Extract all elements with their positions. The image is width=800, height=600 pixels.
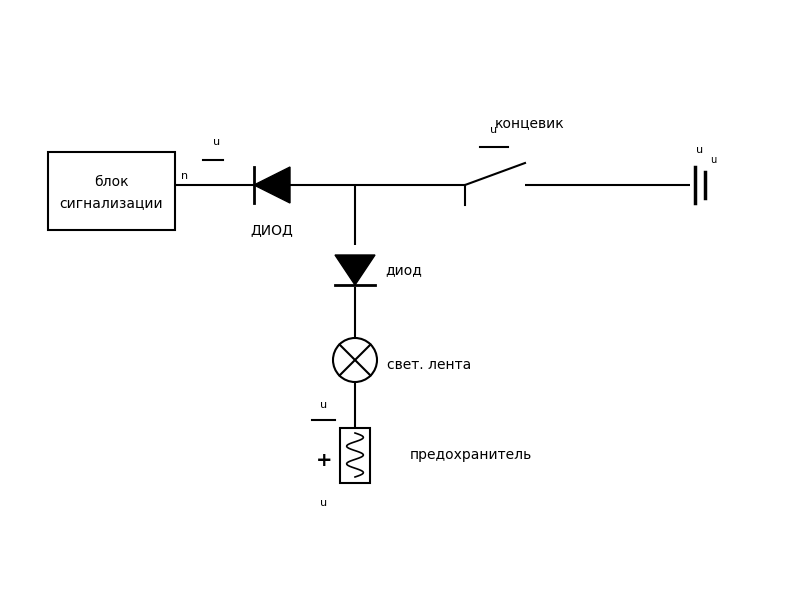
Bar — [48, 152, 175, 230]
Polygon shape — [335, 255, 375, 285]
Text: u: u — [697, 145, 703, 155]
Polygon shape — [254, 167, 290, 203]
Bar — [340, 427, 370, 482]
Text: ДИОД: ДИОД — [250, 223, 294, 237]
Text: u: u — [490, 125, 498, 135]
Text: сигнализации: сигнализации — [60, 196, 163, 209]
Text: u: u — [321, 498, 327, 508]
Text: n: n — [181, 171, 188, 181]
Text: свет. лента: свет. лента — [387, 358, 471, 372]
Text: u: u — [214, 137, 221, 147]
Text: концевик: концевик — [495, 116, 565, 130]
Text: диод: диод — [385, 263, 422, 277]
Text: предохранитель: предохранитель — [410, 448, 532, 462]
Text: u: u — [710, 155, 716, 165]
Text: блок: блок — [94, 175, 129, 188]
Text: +: + — [316, 451, 332, 469]
Text: u: u — [321, 400, 327, 410]
